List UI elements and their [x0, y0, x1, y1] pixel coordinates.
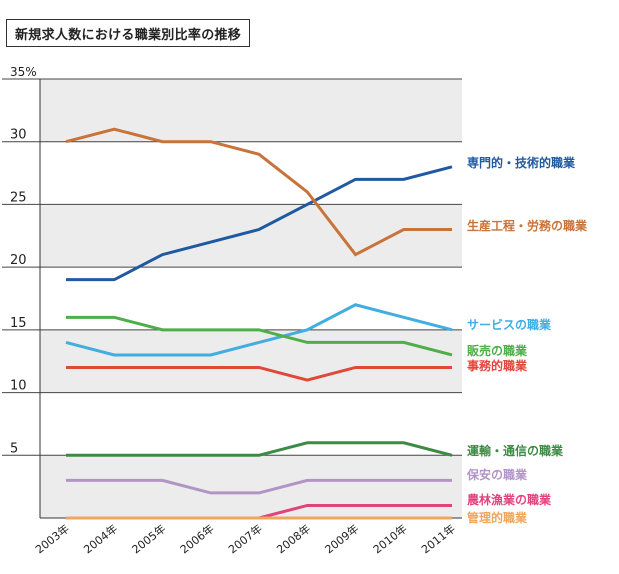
series-label: 運輸・通信の職業 — [467, 443, 564, 458]
x-tick-label: 2003年 — [32, 521, 71, 556]
series-line — [65, 303, 453, 357]
y-tick-label: 25 — [10, 190, 27, 205]
y-tick-label: 20 — [10, 253, 27, 268]
series-label: 販売の職業 — [467, 343, 528, 358]
plot-band — [40, 267, 462, 330]
x-tick-label: 2011年 — [418, 521, 457, 556]
y-tick-label: 10 — [10, 379, 27, 394]
x-tick-label: 2005年 — [129, 521, 168, 556]
series-line — [66, 315, 453, 357]
series-label: 生産工程・労務の職業 — [467, 218, 588, 233]
series-label: 保安の職業 — [466, 467, 528, 482]
series-label: サービスの職業 — [467, 317, 552, 332]
y-tick-label: 5 — [10, 441, 18, 456]
y-tick-label: 15 — [10, 316, 27, 331]
x-tick-label: 2007年 — [225, 521, 264, 556]
x-tick-label: 2004年 — [81, 521, 120, 556]
y-tick-label: 35% — [10, 65, 37, 79]
plot-band — [40, 329, 462, 393]
series-line — [66, 478, 452, 495]
series-label: 専門的・技術的職業 — [467, 155, 576, 170]
chart-title: 新規求人数における職業別比率の推移 — [6, 19, 251, 47]
plot-band — [40, 392, 462, 456]
y-tick-label: 30 — [10, 128, 27, 143]
x-tick-label: 2006年 — [177, 521, 216, 556]
series-line — [66, 441, 453, 457]
series-label: 管理的職業 — [467, 510, 528, 525]
x-tick-label: 2009年 — [322, 521, 361, 556]
x-tick-label: 2010年 — [370, 521, 409, 556]
series-line — [66, 165, 453, 282]
series-line — [65, 127, 452, 257]
x-tick-label: 2008年 — [274, 521, 313, 556]
series-label: 事務的職業 — [467, 358, 528, 373]
series-label: 農林漁業の職業 — [467, 492, 552, 507]
plot-band — [40, 204, 462, 268]
plot-band — [40, 455, 462, 518]
series-line — [66, 365, 452, 382]
